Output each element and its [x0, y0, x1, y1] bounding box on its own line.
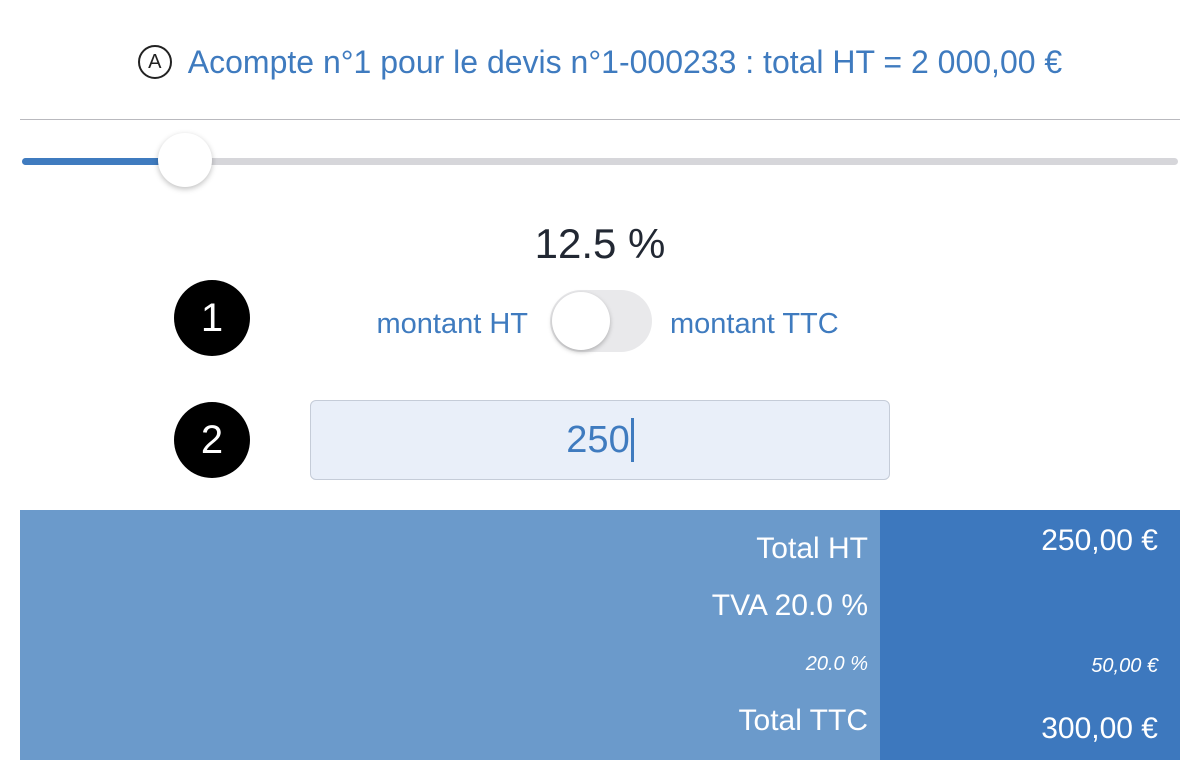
- summary-label: TVA 20.0 %: [711, 589, 868, 622]
- toggle-switch[interactable]: [550, 290, 652, 352]
- summary-amount: 300,00 €: [1041, 712, 1158, 745]
- tva-rate: 20.0 %: [805, 653, 868, 675]
- slider-track[interactable]: [22, 158, 1178, 165]
- amount-input[interactable]: 250: [310, 400, 890, 480]
- summary-right: [880, 510, 1180, 760]
- slider-thumb[interactable]: [158, 133, 212, 187]
- slider-fill: [22, 158, 185, 165]
- tva-amount: 50,00 €: [1091, 655, 1158, 677]
- header-title: Acompte n°1 pour le devis n°1-000233 : t…: [187, 43, 1063, 80]
- header-icon: A: [137, 45, 172, 79]
- summary-amount: 250,00 €: [1041, 524, 1158, 557]
- toggle-knob: [552, 292, 610, 350]
- step-badge: 2: [174, 402, 250, 478]
- text-cursor: [630, 418, 634, 462]
- toggle-left-label: montant HT: [376, 308, 529, 340]
- summary-left: [20, 510, 880, 760]
- percent-label: 12.5 %: [534, 220, 666, 267]
- step-badge: 1: [174, 280, 250, 356]
- divider: [20, 119, 1180, 120]
- toggle-right-label: montant TTC: [670, 308, 839, 340]
- summary-label: Total TTC: [738, 704, 868, 737]
- input-value: 250: [566, 418, 630, 461]
- header: A Acompte n°1 pour le devis n°1-000233 :…: [0, 40, 1200, 84]
- summary-label: Total HT: [756, 532, 868, 565]
